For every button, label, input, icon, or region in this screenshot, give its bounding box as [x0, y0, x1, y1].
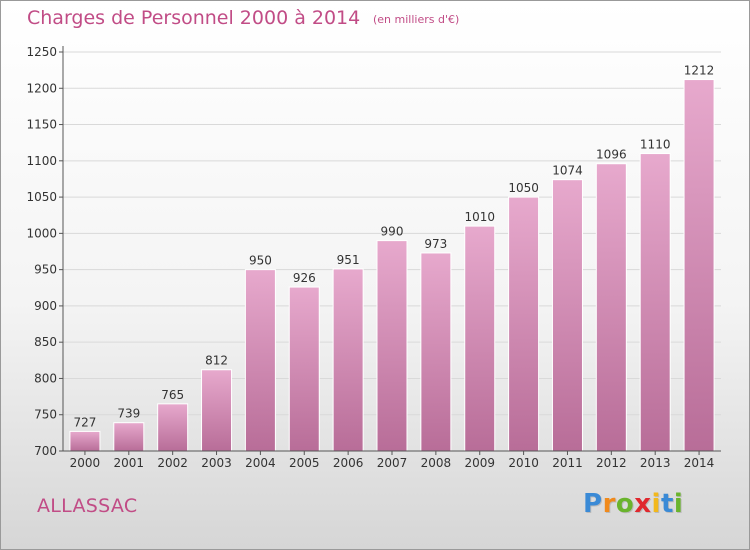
y-tick-label: 800: [34, 371, 57, 385]
x-tick-label: 2013: [640, 456, 671, 470]
data-label-2012: 1096: [596, 148, 627, 162]
y-tick-label: 700: [34, 444, 57, 458]
x-tick-label: 2009: [464, 456, 495, 470]
x-tick-label: 2007: [377, 456, 408, 470]
bar-2003: [201, 369, 233, 452]
data-label-2002: 765: [161, 388, 184, 402]
bar-2011: [551, 179, 583, 452]
data-label-2010: 1050: [508, 181, 539, 195]
data-label-2004: 950: [249, 254, 272, 268]
bar-2008: [420, 252, 452, 452]
bar-2012: [595, 163, 627, 452]
y-tick-label: 900: [34, 299, 57, 313]
bar-2005: [288, 286, 320, 452]
data-label-2000: 727: [73, 415, 96, 429]
axes: 700 750 800 850 900 950 1000 1050 1100 1150 1200 12…: [26, 45, 721, 470]
bars: [69, 79, 715, 452]
bar-2002: [157, 403, 189, 452]
x-tick-label: 2004: [245, 456, 276, 470]
commune-name: ALLASSAC: [37, 495, 138, 517]
logo-letter: i: [651, 489, 661, 519]
y-tick-label: 950: [34, 263, 57, 277]
y-tick-label: 1050: [26, 190, 57, 204]
x-tick-label: 2006: [333, 456, 364, 470]
x-tick-label: 2002: [157, 456, 188, 470]
y-tick-label: 1150: [26, 118, 57, 132]
logo-letter: x: [634, 489, 652, 519]
chart-title: Charges de Personnel 2000 à 2014: [27, 7, 361, 29]
bar-2009: [464, 225, 496, 452]
bar-2007: [376, 240, 408, 452]
logo-letter: r: [602, 489, 616, 519]
bar-2001: [113, 422, 145, 452]
y-tick-label: 850: [34, 335, 57, 349]
x-tick-label: 2012: [596, 456, 627, 470]
bar-2010: [508, 196, 540, 452]
y-tick-label: 1200: [26, 81, 57, 95]
logo-letter: o: [615, 489, 635, 519]
data-label-2006: 951: [337, 253, 360, 267]
bar-2006: [332, 268, 364, 452]
x-tick-label: 2003: [201, 456, 232, 470]
x-tick-label: 2005: [289, 456, 320, 470]
data-labels: 727 739 765 812 950 926 951 990 973 1010 1050 1074 1…: [73, 64, 714, 430]
proxiti-logo: Proxiti: [583, 489, 683, 519]
data-label-2005: 926: [293, 271, 316, 285]
bar-2014: [683, 79, 715, 452]
data-label-2001: 739: [117, 407, 140, 421]
data-label-2014: 1212: [684, 64, 715, 78]
chart-subtitle: (en milliers d'€): [373, 13, 460, 26]
logo-letter: i: [673, 489, 684, 519]
bar-2004: [244, 269, 276, 452]
y-tick-label: 1000: [26, 226, 57, 240]
x-tick-label: 2011: [552, 456, 583, 470]
logo-letter: P: [583, 489, 603, 519]
y-tick-label: 1250: [26, 45, 57, 59]
bar-2013: [639, 153, 671, 452]
data-label-2003: 812: [205, 354, 228, 368]
bar-2000: [69, 430, 101, 452]
data-label-2008: 973: [424, 237, 447, 251]
data-label-2009: 1010: [464, 210, 495, 224]
x-tick-label: 2008: [421, 456, 452, 470]
logo-letter: t: [660, 489, 674, 519]
data-label-2013: 1110: [640, 138, 671, 152]
bar-chart: 727 739 765 812 950 926 951 990 973 1010 1050 1074 1…: [26, 45, 721, 470]
data-label-2011: 1074: [552, 164, 583, 178]
x-tick-label: 2001: [114, 456, 145, 470]
y-tick-label: 1100: [26, 154, 57, 168]
y-tick-label: 750: [34, 408, 57, 422]
x-tick-label: 2014: [684, 456, 715, 470]
x-tick-label: 2000: [70, 456, 101, 470]
data-label-2007: 990: [381, 225, 404, 239]
x-tick-label: 2010: [508, 456, 539, 470]
